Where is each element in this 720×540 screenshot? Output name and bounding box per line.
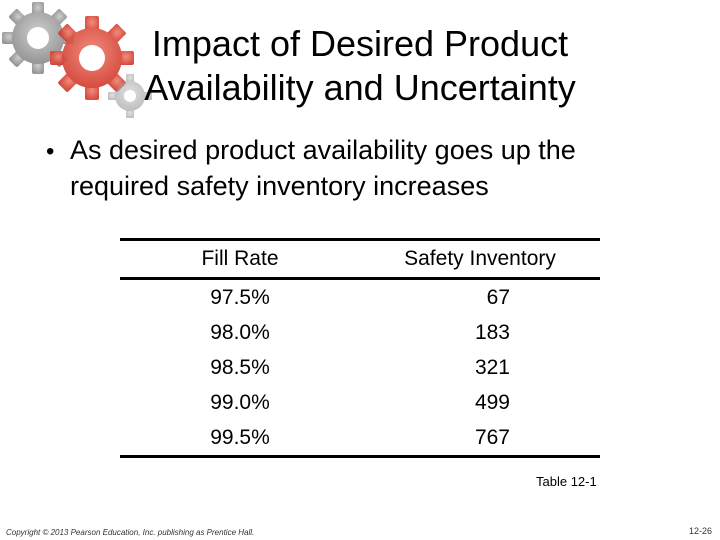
slide-title-line-2: Availability and Uncertainty bbox=[144, 67, 576, 108]
fill-rate-cell: 97.5% bbox=[210, 285, 270, 309]
safety-inventory-cell: 183 bbox=[360, 315, 600, 350]
table-row: 98.0% 183 bbox=[120, 315, 600, 350]
safety-inventory-value: 767 bbox=[474, 425, 510, 449]
table-row: 99.5% 767 bbox=[120, 420, 600, 458]
safety-inventory-value: 67 bbox=[486, 285, 510, 309]
safety-inventory-cell: 499 bbox=[360, 385, 600, 420]
header-safety-inventory: Safety Inventory bbox=[360, 238, 600, 280]
table-row: 99.0% 499 bbox=[120, 385, 600, 420]
safety-inventory-value: 499 bbox=[474, 390, 510, 414]
bullet-point: • As desired product availability goes u… bbox=[40, 132, 700, 204]
safety-inventory-cell: 767 bbox=[360, 420, 600, 458]
fill-rate-cell: 98.5% bbox=[210, 355, 270, 379]
fill-rate-cell: 99.5% bbox=[120, 420, 360, 458]
bullet-dot-icon: • bbox=[46, 138, 55, 165]
safety-inventory-cell: 67 bbox=[360, 279, 600, 316]
header-fill-rate: Fill Rate bbox=[120, 238, 360, 280]
slide-title: Impact of Desired Product Availability a… bbox=[100, 22, 620, 110]
safety-inventory-value: 183 bbox=[474, 320, 510, 344]
slide-title-line-1: Impact of Desired Product bbox=[151, 23, 569, 64]
gears-icon bbox=[2, 2, 152, 118]
safety-inventory-value: 321 bbox=[474, 355, 510, 379]
safety-inventory-cell: 321 bbox=[360, 350, 600, 385]
table-caption: Table 12-1 bbox=[536, 474, 597, 489]
fill-rate-cell: 98.0% bbox=[210, 320, 270, 344]
page-number: 12-26 bbox=[688, 526, 712, 536]
bullet-text-line-1: As desired product availability goes up … bbox=[70, 135, 576, 165]
copyright-notice: Copyright © 2013 Pearson Education, Inc.… bbox=[6, 528, 255, 537]
fill-rate-table: Fill Rate Safety Inventory 97.5% 67 98.0… bbox=[120, 238, 600, 458]
table-row: 98.5% 321 bbox=[120, 350, 600, 385]
table-row: 97.5% 67 bbox=[120, 279, 600, 316]
table-header-row: Fill Rate Safety Inventory bbox=[120, 238, 600, 280]
fill-rate-cell: 99.0% bbox=[210, 390, 270, 414]
bullet-text-line-2: required safety inventory increases bbox=[70, 171, 489, 201]
